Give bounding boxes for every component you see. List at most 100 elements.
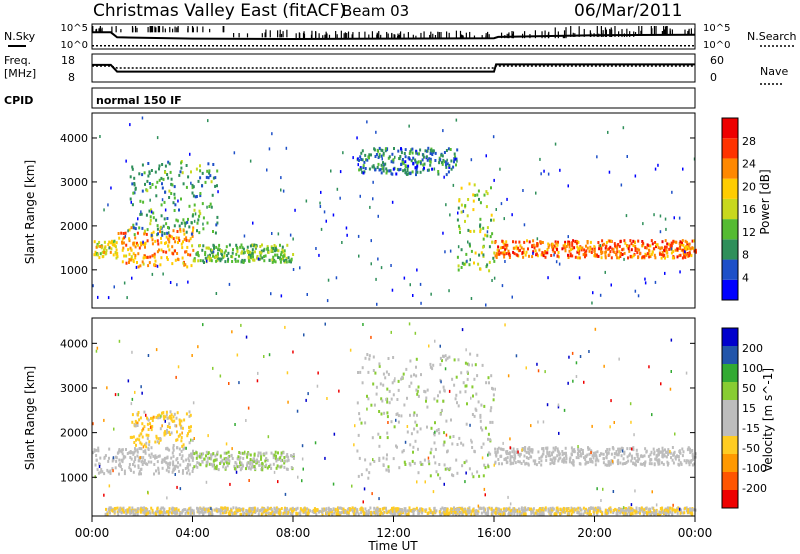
- range-cell: [372, 382, 375, 386]
- range-cell: [171, 419, 174, 423]
- range-cell: [427, 146, 430, 150]
- range-cell: [261, 468, 264, 472]
- range-cell: [171, 511, 173, 515]
- range-cell: [184, 221, 187, 225]
- range-cell: [479, 217, 482, 221]
- range-cell: [143, 255, 146, 259]
- range-cell: [166, 447, 169, 451]
- range-cell: [420, 373, 422, 377]
- range-cell: [391, 152, 394, 156]
- noise-cell: [607, 130, 609, 134]
- range-cell: [649, 510, 652, 514]
- range-cell: [594, 463, 597, 467]
- range-cell: [265, 509, 268, 513]
- range-cell: [151, 419, 154, 422]
- range-cell: [647, 511, 650, 515]
- range-cell: [298, 511, 301, 515]
- range-cell: [106, 513, 109, 516]
- range-cell: [162, 510, 165, 514]
- range-cell: [339, 511, 341, 515]
- noise-cell: [127, 379, 130, 383]
- range-cell: [213, 458, 216, 462]
- range-cell: [206, 456, 209, 460]
- range-cell: [188, 239, 191, 243]
- range-cell: [177, 241, 179, 244]
- range-cell: [132, 463, 134, 466]
- range-cell: [503, 255, 506, 259]
- range-cell: [658, 452, 660, 456]
- range-cell: [413, 411, 416, 415]
- range-cell: [666, 242, 669, 246]
- range-cell: [337, 509, 339, 512]
- range-cell: [551, 248, 554, 251]
- range-cell: [191, 452, 194, 456]
- range-cell: [492, 393, 495, 397]
- range-cell: [200, 455, 203, 459]
- colorbar-swatch: [722, 454, 738, 472]
- range-cell: [183, 446, 186, 450]
- range-cell: [452, 512, 455, 516]
- range-cell: [253, 457, 256, 461]
- range-cell: [458, 227, 461, 231]
- range-cell: [591, 247, 594, 251]
- noise-cell: [470, 438, 472, 442]
- range-cell: [638, 507, 641, 511]
- range-cell: [198, 231, 201, 235]
- range-cell: [209, 202, 212, 206]
- range-cell: [253, 506, 256, 510]
- range-cell: [347, 507, 350, 511]
- range-cell: [429, 163, 432, 167]
- range-cell: [260, 249, 263, 253]
- range-cell: [292, 453, 295, 456]
- noise-left-tick-bottom: 10^0: [61, 40, 88, 51]
- range-cell: [393, 147, 395, 150]
- noise-cell: [409, 283, 411, 287]
- range-cell: [489, 438, 492, 442]
- range-cell: [165, 241, 168, 245]
- range-cell: [292, 455, 295, 458]
- range-cell: [610, 459, 613, 463]
- range-cell: [280, 253, 282, 257]
- noise-cell: [660, 382, 662, 386]
- range-cell: [552, 446, 555, 450]
- range-cell: [589, 240, 592, 244]
- range-cell: [555, 241, 558, 245]
- range-cell: [191, 186, 194, 190]
- range-cell: [614, 244, 616, 248]
- range-cell: [473, 229, 476, 233]
- noise-cell: [618, 357, 620, 361]
- range-cell: [567, 507, 570, 510]
- range-cell: [108, 456, 110, 460]
- range-cell: [519, 452, 522, 456]
- range-cell: [409, 463, 412, 467]
- noise-cell: [212, 250, 215, 254]
- range-cell: [545, 458, 548, 462]
- range-cell: [400, 377, 403, 381]
- range-cell: [328, 512, 330, 516]
- noise-cell: [284, 492, 287, 496]
- range-cell: [557, 450, 560, 454]
- range-cell: [507, 511, 510, 515]
- range-cell: [185, 412, 188, 416]
- range-cell: [687, 244, 690, 248]
- range-cell: [198, 455, 201, 459]
- range-cell: [557, 240, 559, 244]
- range-cell: [197, 218, 200, 222]
- range-cell: [141, 260, 144, 264]
- range-cell: [183, 418, 186, 422]
- noise-cell: [670, 338, 673, 342]
- range-cell: [365, 510, 368, 514]
- range-cell: [461, 507, 464, 511]
- range-cell: [467, 198, 470, 201]
- range-cell: [327, 506, 330, 510]
- range-cell: [466, 510, 469, 514]
- range-cell: [188, 453, 191, 457]
- range-cell: [159, 225, 162, 229]
- range-cell: [592, 456, 595, 460]
- noise-cell: [356, 136, 358, 140]
- range-cell: [283, 259, 286, 263]
- range-cell: [475, 509, 478, 513]
- noise-cell: [357, 163, 359, 167]
